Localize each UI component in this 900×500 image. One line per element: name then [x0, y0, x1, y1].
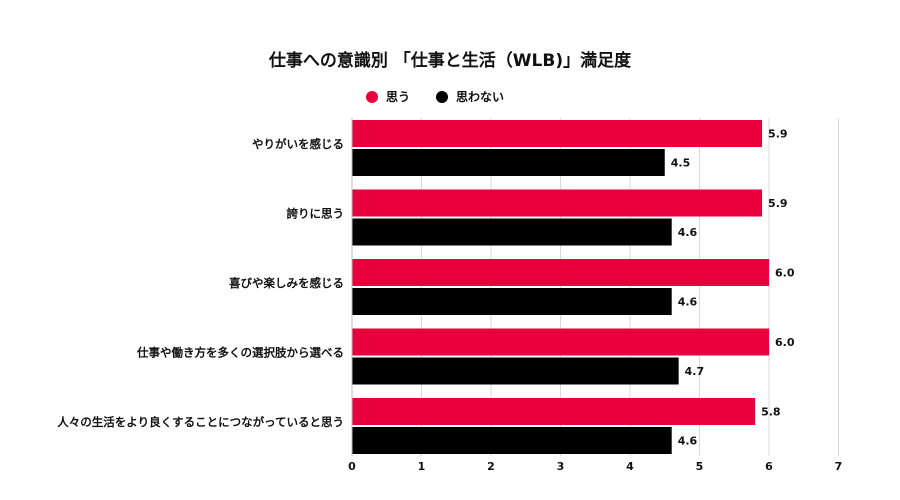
data-label-agree-4: 5.8: [761, 406, 781, 419]
data-label-disagree-2: 4.6: [678, 296, 698, 309]
category-label-4: 人々の生活をより良くすることにつながっていると思う: [57, 415, 344, 429]
x-tick-label-5: 5: [696, 460, 704, 473]
bar-disagree-2: [352, 288, 672, 315]
legend-item-agree: 思う: [366, 88, 410, 105]
data-label-disagree-0: 4.5: [671, 157, 691, 170]
x-tick-label-0: 0: [348, 460, 356, 473]
bar-agree-2: [352, 259, 769, 286]
x-tick-label-4: 4: [626, 460, 634, 473]
bar-disagree-3: [352, 357, 679, 385]
legend-item-disagree: 思わない: [436, 88, 504, 105]
bar-agree-0: [352, 120, 763, 147]
bar-disagree-1: [352, 218, 672, 246]
x-tick-label-2: 2: [487, 460, 495, 473]
data-label-disagree-3: 4.7: [685, 365, 705, 378]
x-tick-label-1: 1: [418, 460, 426, 473]
category-label-3: 仕事や働き方を多くの選択肢から選べる: [136, 346, 344, 360]
bar-disagree-4: [352, 427, 672, 454]
data-label-disagree-1: 4.6: [678, 226, 698, 239]
data-label-agree-0: 5.9: [768, 128, 788, 141]
category-label-2: 喜びや楽しみを感じる: [229, 276, 344, 290]
data-label-agree-3: 6.0: [775, 336, 795, 349]
category-label-1: 誇りに思う: [287, 207, 345, 221]
bar-disagree-0: [352, 149, 665, 176]
bar-agree-4: [352, 398, 756, 425]
legend: 思う 思わない: [366, 88, 530, 105]
bar-agree-3: [352, 328, 769, 356]
bar-agree-1: [352, 189, 763, 217]
chart-title: 仕事への意識別 「仕事と生活（WLB)」満足度: [268, 51, 632, 71]
data-label-disagree-4: 4.6: [678, 435, 698, 448]
legend-label-agree: 思う: [386, 90, 411, 104]
data-label-agree-1: 5.9: [768, 197, 788, 210]
x-tick-label-3: 3: [557, 460, 565, 473]
legend-swatch-agree: [366, 90, 378, 103]
x-tick-label-6: 6: [765, 460, 773, 473]
data-label-agree-2: 6.0: [775, 267, 795, 280]
legend-label-disagree: 思わない: [456, 90, 505, 104]
category-label-0: やりがいを感じる: [252, 137, 344, 151]
legend-swatch-disagree: [436, 90, 449, 103]
x-tick-label-7: 7: [835, 460, 843, 473]
